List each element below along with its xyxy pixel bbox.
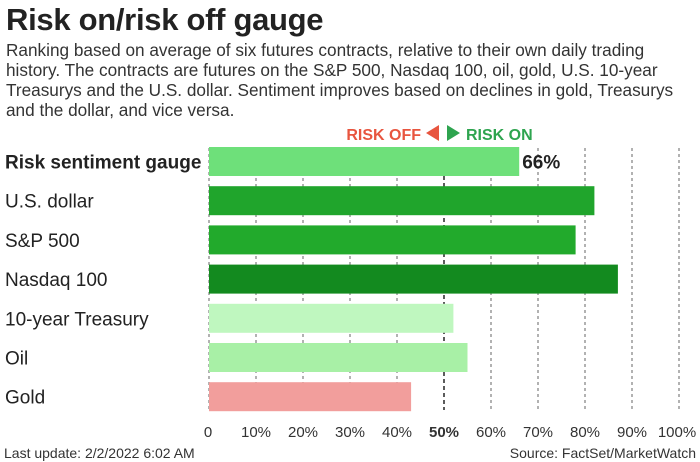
x-tick-label: 90% bbox=[617, 424, 647, 441]
risk-on-arrow-icon bbox=[447, 125, 460, 141]
x-tick-label: 0 bbox=[204, 424, 212, 441]
x-tick-label: 40% bbox=[382, 424, 412, 441]
bar bbox=[209, 186, 595, 216]
x-tick-label: 10% bbox=[241, 424, 271, 441]
chart-subtitle: Ranking based on average of six futures … bbox=[6, 40, 674, 120]
x-tick-label: 70% bbox=[523, 424, 553, 441]
x-tick-label: 30% bbox=[335, 424, 365, 441]
risk-on-label: RISK ON bbox=[466, 127, 533, 144]
risk-off-arrow-icon bbox=[426, 125, 439, 141]
category-label: S&P 500 bbox=[5, 231, 80, 252]
x-tick-label: 60% bbox=[476, 424, 506, 441]
category-label: Gold bbox=[5, 388, 45, 409]
chart-title: Risk on/risk off gauge bbox=[6, 2, 324, 37]
bar bbox=[209, 264, 618, 294]
x-tick-label: 20% bbox=[288, 424, 318, 441]
bar bbox=[209, 382, 412, 412]
category-labels: Risk sentiment gauge U.S. dollar S&P 500 Na… bbox=[5, 153, 201, 409]
bars: 66% bbox=[209, 147, 618, 412]
x-tick-label: 80% bbox=[570, 424, 600, 441]
risk-off-label: RISK OFF bbox=[346, 127, 421, 144]
bar bbox=[209, 225, 576, 255]
value-label: 66% bbox=[522, 153, 560, 174]
category-label: Risk sentiment gauge bbox=[5, 153, 201, 174]
x-tick-labels: 0 10% 20% 30% 40% 50% 60% 70% 80% 90% 100% bbox=[204, 424, 696, 441]
category-label: Oil bbox=[5, 349, 28, 370]
category-label: U.S. dollar bbox=[5, 192, 94, 213]
last-update: Last update: 2/2/2022 6:02 AM bbox=[4, 445, 195, 461]
bar bbox=[209, 303, 454, 333]
category-label: Nasdaq 100 bbox=[5, 270, 107, 291]
category-label: 10-year Treasury bbox=[5, 309, 149, 330]
source-credit: Source: FactSet/MarketWatch bbox=[510, 445, 696, 461]
x-tick-label: 50% bbox=[429, 424, 459, 441]
bar bbox=[209, 343, 468, 372]
x-tick-label: 100% bbox=[658, 424, 696, 441]
bar bbox=[209, 147, 520, 176]
